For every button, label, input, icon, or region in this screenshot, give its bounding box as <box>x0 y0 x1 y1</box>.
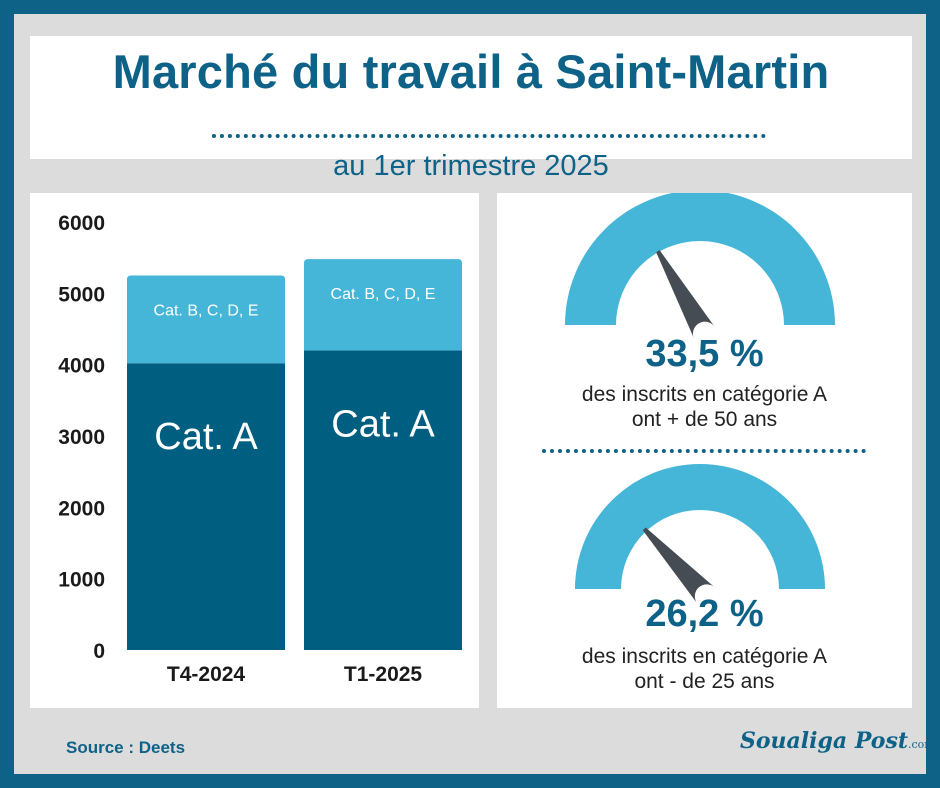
title-divider <box>212 134 766 138</box>
gauge-2-caption-line1: des inscrits en catégorie A <box>581 645 828 668</box>
gauge-2-caption-line2: ont - de 25 ans <box>634 670 775 693</box>
gauges-svg <box>565 193 835 605</box>
logo-domain: .com <box>908 738 935 751</box>
y-tick-label: 6000 <box>58 212 105 235</box>
gauge-2-arc <box>575 464 825 589</box>
bar-segment-label: Cat. A <box>331 403 435 445</box>
y-tick-label: 4000 <box>58 355 105 378</box>
gauge-1-needle <box>656 250 716 340</box>
page-subtitle: au 1er trimestre 2025 <box>333 150 609 182</box>
gauge-1-arc <box>565 193 835 325</box>
bar-chart-panel: 0 1000 2000 3000 4000 5000 6000 Cat. A Cat. B, C… <box>30 193 479 708</box>
bar-segment <box>304 350 462 650</box>
brand-logo: Soualiga Post.com <box>740 728 935 754</box>
stacked-bar-chart: 0 1000 2000 3000 4000 5000 6000 Cat. A Cat. B, C… <box>58 212 462 686</box>
y-tick-label: 3000 <box>58 426 105 449</box>
x-tick-label: T1-2025 <box>344 663 423 686</box>
y-tick-label: 0 <box>93 640 105 663</box>
bar-segment <box>127 363 285 650</box>
gauge-2-needle <box>642 527 716 605</box>
gauge-divider <box>542 449 866 453</box>
bar-segment-label: Cat. B, C, D, E <box>331 286 436 303</box>
gauge-1-caption-line2: ont + de 50 ans <box>631 408 778 431</box>
bar-segment-label: Cat. B, C, D, E <box>154 303 259 320</box>
title-panel: Marché du travail à Saint-Martin au 1er … <box>30 36 912 182</box>
bar-segment <box>304 259 462 351</box>
gauge-2-value: 26,2 % <box>645 593 764 635</box>
x-tick-label: T4-2024 <box>167 663 246 686</box>
source-note: Source : Deets <box>66 738 186 757</box>
gauge-1-caption-line1: des inscrits en catégorie A <box>581 383 828 406</box>
bar-segment <box>127 275 285 364</box>
gauge-1-value: 33,5 % <box>645 333 764 375</box>
y-tick-label: 5000 <box>58 283 105 306</box>
logo-text: Soualiga Post <box>740 728 908 754</box>
page-title: Marché du travail à Saint-Martin <box>112 45 830 98</box>
gauge-panel: 33,5 % des inscrits en catégorie A ont +… <box>497 193 912 708</box>
bar-segment-label: Cat. A <box>154 416 258 458</box>
y-tick-label: 1000 <box>58 569 105 592</box>
y-tick-label: 2000 <box>58 497 105 520</box>
